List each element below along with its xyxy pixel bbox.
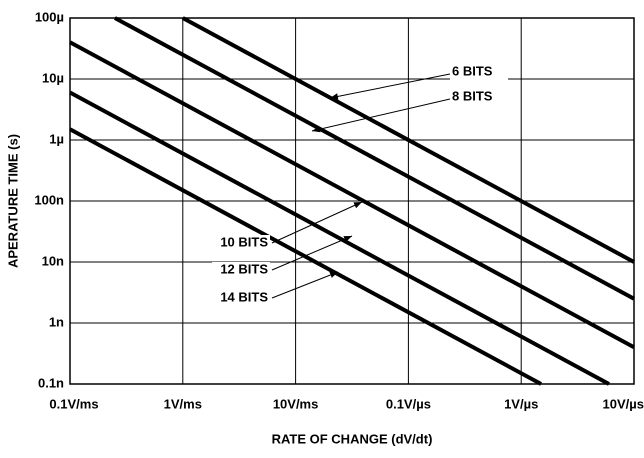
label-bg [450,89,508,105]
x-tick-label: 0.1V/µs [386,396,431,411]
series-line [113,16,635,301]
y-axis-title: APERATURE TIME (s) [5,134,20,268]
series-line [69,40,635,350]
plot-frame [69,17,635,385]
series-line [69,90,610,386]
label-bg [212,262,270,278]
y-tick-label: 1µ [49,131,64,146]
x-axis-title: RATE OF CHANGE (dV/dt) [272,431,433,446]
x-tick-label: 1V/ms [164,396,202,411]
y-tick-label: 100n [34,192,64,207]
x-tick-label: 10V/µs [603,396,644,411]
legend-label: 12 BITS [220,261,268,276]
label-bg [450,64,508,80]
label-bg [212,235,270,251]
leader-line [271,201,363,244]
leader-line [271,235,353,271]
legend-label: 10 BITS [220,234,268,249]
legend-label: 6 BITS [452,63,493,78]
leader-line [271,271,339,299]
x-tick-label: 1V/µs [504,396,538,411]
y-tick-label: 1n [49,314,64,329]
leader-line [311,98,451,133]
legend-label: 14 BITS [220,289,268,304]
series-line [181,16,635,264]
x-tick-label: 0.1V/ms [49,396,98,411]
legend-label: 8 BITS [452,88,493,103]
leader-line [329,73,451,100]
y-tick-label: 10n [42,253,64,268]
y-tick-label: 0.1n [38,375,64,390]
y-tick-label: 100µ [35,9,64,24]
x-tick-label: 10V/ms [273,396,319,411]
y-tick-label: 10µ [42,70,64,85]
label-bg [212,290,270,306]
series-line [69,127,543,386]
